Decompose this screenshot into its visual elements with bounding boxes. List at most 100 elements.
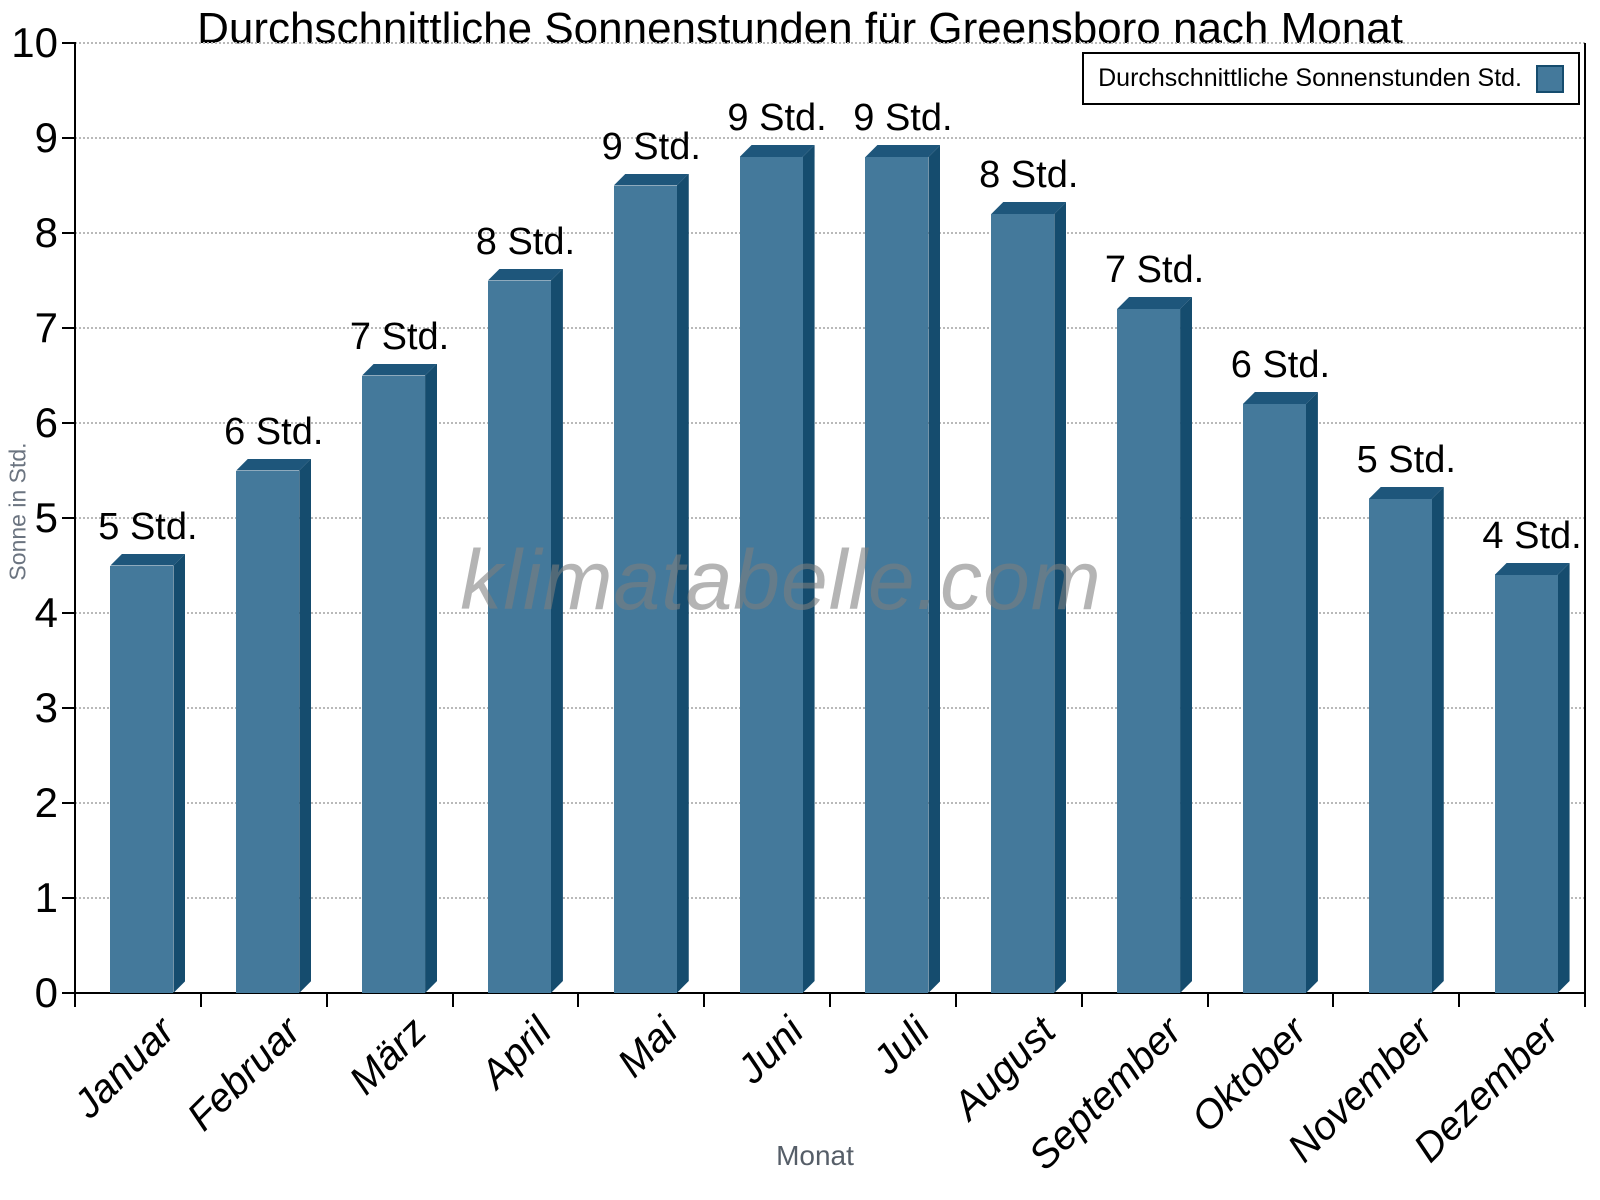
x-tick-4 xyxy=(577,993,580,1007)
legend: Durchschnittliche Sonnenstunden Std. xyxy=(1082,52,1580,105)
y-tick-label-0: 0 xyxy=(34,969,58,1016)
bar-top-face-november xyxy=(1368,487,1444,499)
bar-top-face-januar xyxy=(110,553,186,566)
y-tick-4 xyxy=(62,612,76,614)
bar-top-face-dezember xyxy=(1494,563,1570,575)
bar-top-face-august xyxy=(991,202,1067,214)
bar-april xyxy=(487,280,551,993)
bar-januar xyxy=(110,565,174,993)
bar-side-face-juni xyxy=(803,145,815,993)
x-tick-12 xyxy=(1584,993,1586,1007)
bar-september xyxy=(1117,309,1181,993)
gridline-10 xyxy=(75,42,1585,44)
bar-märz xyxy=(362,375,426,993)
y-tick-label-9: 9 xyxy=(34,114,58,161)
y-tick-label-5: 5 xyxy=(34,494,58,541)
bar-top-face-märz xyxy=(362,363,438,376)
y-tick-label-2: 2 xyxy=(34,779,58,826)
bar-top-face-februar xyxy=(236,458,312,471)
y-tick-label-10: 10 xyxy=(11,19,58,66)
y-tick-label-6: 6 xyxy=(34,399,58,446)
y-tick-6 xyxy=(62,422,76,424)
bar-value-label-märz: 7 Std. xyxy=(349,315,450,358)
y-tick-label-1: 1 xyxy=(34,874,58,921)
bar-value-label-mai: 9 Std. xyxy=(601,125,701,168)
chart-title: Durchschnittliche Sonnenstunden für Gree… xyxy=(197,4,1403,53)
x-category-label-april: April xyxy=(472,1009,561,1097)
gridline-2 xyxy=(75,802,1585,804)
plot-right-border xyxy=(1584,43,1586,993)
bar-value-label-september: 7 Std. xyxy=(1104,249,1205,291)
x-axis-title: Monat xyxy=(776,1140,854,1171)
bar-mai xyxy=(613,185,677,993)
y-axis-title: Sonne in Std. xyxy=(4,442,31,581)
y-tick-8 xyxy=(62,232,76,234)
bar-dezember xyxy=(1494,575,1558,993)
x-tick-9 xyxy=(1206,993,1209,1007)
gridline-6 xyxy=(75,422,1585,424)
legend-label: Durchschnittliche Sonnenstunden Std. xyxy=(1098,64,1522,92)
bar-top-face-mai xyxy=(613,173,689,186)
bar-value-label-november: 5 Std. xyxy=(1356,439,1456,481)
bar-value-label-dezember: 4 Std. xyxy=(1482,515,1582,557)
y-tick-label-4: 4 xyxy=(34,589,58,636)
bar-side-face-august xyxy=(1054,202,1066,993)
bar-top-face-september xyxy=(1117,297,1193,309)
bar-value-label-juni: 9 Std. xyxy=(727,97,827,139)
bar-august xyxy=(991,214,1055,993)
bar-juli xyxy=(865,157,929,993)
gridline-1 xyxy=(75,897,1585,899)
y-tick-7 xyxy=(62,327,76,329)
bar-februar xyxy=(236,470,300,993)
bar-side-face-oktober xyxy=(1306,392,1318,993)
y-tick-label-3: 3 xyxy=(34,684,58,731)
bar-side-face-april xyxy=(551,269,563,994)
x-category-label-mai: Mai xyxy=(609,1009,687,1086)
bar-top-face-oktober xyxy=(1242,392,1318,404)
x-tick-5 xyxy=(703,993,706,1007)
bar-juni xyxy=(739,157,803,993)
x-category-label-februar: Februar xyxy=(178,1009,309,1140)
x-category-label-juli: Juli xyxy=(864,1009,939,1083)
bar-side-face-november xyxy=(1432,487,1444,993)
bar-side-face-februar xyxy=(299,459,311,994)
y-tick-3 xyxy=(62,707,76,709)
x-tick-10 xyxy=(1332,993,1335,1007)
gridline-4 xyxy=(75,612,1585,614)
bar-value-label-juli: 9 Std. xyxy=(853,97,953,139)
bar-value-label-oktober: 6 Std. xyxy=(1230,344,1331,386)
bar-value-label-januar: 5 Std. xyxy=(98,505,198,548)
bar-value-label-april: 8 Std. xyxy=(475,220,576,263)
x-tick-3 xyxy=(451,993,454,1007)
bar-side-face-dezember xyxy=(1558,563,1570,993)
x-tick-7 xyxy=(954,993,957,1007)
y-tick-0 xyxy=(62,992,76,994)
x-tick-6 xyxy=(829,993,831,1007)
x-tick-2 xyxy=(325,993,328,1007)
bar-oktober xyxy=(1242,404,1306,993)
bar-side-face-märz xyxy=(425,364,437,994)
bar-november xyxy=(1368,499,1432,993)
x-category-label-august: August xyxy=(944,1009,1064,1129)
x-tick-1 xyxy=(199,993,202,1007)
x-category-label-januar: Januar xyxy=(65,1009,184,1127)
x-tick-0 xyxy=(74,993,76,1007)
watermark: klimatabelle.com xyxy=(460,533,1102,627)
x-category-label-märz: März xyxy=(340,1009,435,1103)
bar-top-face-april xyxy=(487,268,563,281)
y-tick-label-8: 8 xyxy=(34,209,58,256)
legend-swatch-icon xyxy=(1536,64,1564,93)
bar-side-face-juli xyxy=(928,145,940,993)
gridline-3 xyxy=(75,707,1585,709)
y-tick-label-7: 7 xyxy=(34,304,58,351)
bar-value-label-februar: 6 Std. xyxy=(224,410,324,453)
gridline-7 xyxy=(75,327,1585,329)
bar-side-face-januar xyxy=(173,554,185,994)
x-category-label-juni: Juni xyxy=(729,1009,813,1093)
bar-side-face-mai xyxy=(677,174,689,994)
y-tick-9 xyxy=(62,137,76,139)
y-tick-1 xyxy=(62,897,76,899)
bar-side-face-september xyxy=(1180,297,1192,993)
bar-top-face-juli xyxy=(865,145,941,157)
